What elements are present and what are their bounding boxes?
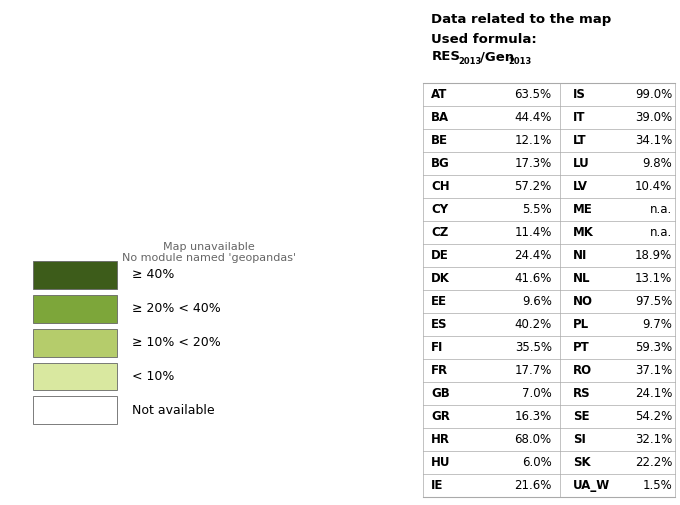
Text: 39.0%: 39.0% — [635, 111, 672, 124]
Text: LV: LV — [573, 180, 588, 193]
Text: 24.4%: 24.4% — [514, 249, 551, 263]
Text: 41.6%: 41.6% — [514, 272, 551, 285]
Text: SK: SK — [573, 457, 590, 470]
Text: Used formula:: Used formula: — [431, 33, 537, 46]
Text: FI: FI — [431, 341, 443, 355]
Text: DE: DE — [431, 249, 449, 263]
Text: PT: PT — [573, 341, 590, 355]
Text: SI: SI — [573, 433, 585, 446]
Text: 68.0%: 68.0% — [515, 433, 551, 446]
Text: 2013: 2013 — [509, 57, 532, 66]
Text: 7.0%: 7.0% — [522, 387, 551, 400]
Text: ≥ 40%: ≥ 40% — [132, 269, 174, 281]
Text: GB: GB — [431, 387, 450, 400]
Text: 1.5%: 1.5% — [643, 479, 672, 492]
Text: 44.4%: 44.4% — [514, 111, 551, 124]
Text: CY: CY — [431, 204, 448, 216]
Text: GR: GR — [431, 411, 450, 423]
Text: ≥ 10% < 20%: ≥ 10% < 20% — [132, 336, 220, 349]
Text: 9.6%: 9.6% — [522, 295, 551, 309]
Text: EE: EE — [431, 295, 447, 309]
Text: CH: CH — [431, 180, 450, 193]
FancyBboxPatch shape — [33, 396, 117, 424]
Text: RS: RS — [573, 387, 590, 400]
Text: 17.7%: 17.7% — [514, 365, 551, 377]
Text: < 10%: < 10% — [132, 370, 174, 383]
Text: 63.5%: 63.5% — [515, 88, 551, 102]
Text: NI: NI — [573, 249, 587, 263]
Text: ME: ME — [573, 204, 592, 216]
Text: Not available: Not available — [132, 404, 214, 417]
Text: 18.9%: 18.9% — [635, 249, 672, 263]
Text: RO: RO — [573, 365, 592, 377]
Text: IE: IE — [431, 479, 443, 492]
Text: 35.5%: 35.5% — [515, 341, 551, 355]
Text: 16.3%: 16.3% — [515, 411, 551, 423]
Text: 99.0%: 99.0% — [635, 88, 672, 102]
Text: 59.3%: 59.3% — [635, 341, 672, 355]
Text: ES: ES — [431, 318, 448, 331]
Text: AT: AT — [431, 88, 447, 102]
Text: 11.4%: 11.4% — [514, 226, 551, 239]
Text: BG: BG — [431, 158, 450, 170]
FancyBboxPatch shape — [33, 261, 117, 289]
Text: 32.1%: 32.1% — [635, 433, 672, 446]
Text: 2013: 2013 — [459, 57, 482, 66]
Text: IT: IT — [573, 111, 585, 124]
Text: 34.1%: 34.1% — [635, 134, 672, 147]
Text: 10.4%: 10.4% — [635, 180, 672, 193]
Text: 97.5%: 97.5% — [635, 295, 672, 309]
Text: n.a.: n.a. — [650, 226, 672, 239]
Text: LT: LT — [573, 134, 586, 147]
FancyBboxPatch shape — [33, 295, 117, 323]
Text: n.a.: n.a. — [650, 204, 672, 216]
Text: 37.1%: 37.1% — [635, 365, 672, 377]
Text: UA_W: UA_W — [573, 479, 610, 492]
Text: 22.2%: 22.2% — [634, 457, 672, 470]
Text: ≥ 20% < 40%: ≥ 20% < 40% — [132, 302, 220, 315]
Text: 24.1%: 24.1% — [634, 387, 672, 400]
Text: 54.2%: 54.2% — [635, 411, 672, 423]
Text: HR: HR — [431, 433, 450, 446]
Text: DK: DK — [431, 272, 450, 285]
Text: 57.2%: 57.2% — [515, 180, 551, 193]
Text: FR: FR — [431, 365, 448, 377]
Text: 21.6%: 21.6% — [514, 479, 551, 492]
Text: 5.5%: 5.5% — [522, 204, 551, 216]
Text: RES: RES — [431, 50, 460, 64]
Text: PL: PL — [573, 318, 589, 331]
Text: HU: HU — [431, 457, 451, 470]
Text: IS: IS — [573, 88, 585, 102]
Text: 17.3%: 17.3% — [515, 158, 551, 170]
Text: 9.8%: 9.8% — [643, 158, 672, 170]
Text: NL: NL — [573, 272, 590, 285]
Text: 12.1%: 12.1% — [514, 134, 551, 147]
Text: Map unavailable
No module named 'geopandas': Map unavailable No module named 'geopand… — [122, 242, 296, 263]
Text: 9.7%: 9.7% — [643, 318, 672, 331]
Text: /Gen: /Gen — [479, 50, 514, 64]
Text: NO: NO — [573, 295, 593, 309]
Text: BE: BE — [431, 134, 448, 147]
FancyBboxPatch shape — [33, 363, 117, 390]
Text: BA: BA — [431, 111, 449, 124]
Text: CZ: CZ — [431, 226, 449, 239]
FancyBboxPatch shape — [33, 329, 117, 357]
Text: 6.0%: 6.0% — [522, 457, 551, 470]
Text: 13.1%: 13.1% — [635, 272, 672, 285]
Text: MK: MK — [573, 226, 594, 239]
Text: 40.2%: 40.2% — [515, 318, 551, 331]
Text: Data related to the map: Data related to the map — [431, 13, 611, 26]
Text: LU: LU — [573, 158, 590, 170]
Text: SE: SE — [573, 411, 589, 423]
